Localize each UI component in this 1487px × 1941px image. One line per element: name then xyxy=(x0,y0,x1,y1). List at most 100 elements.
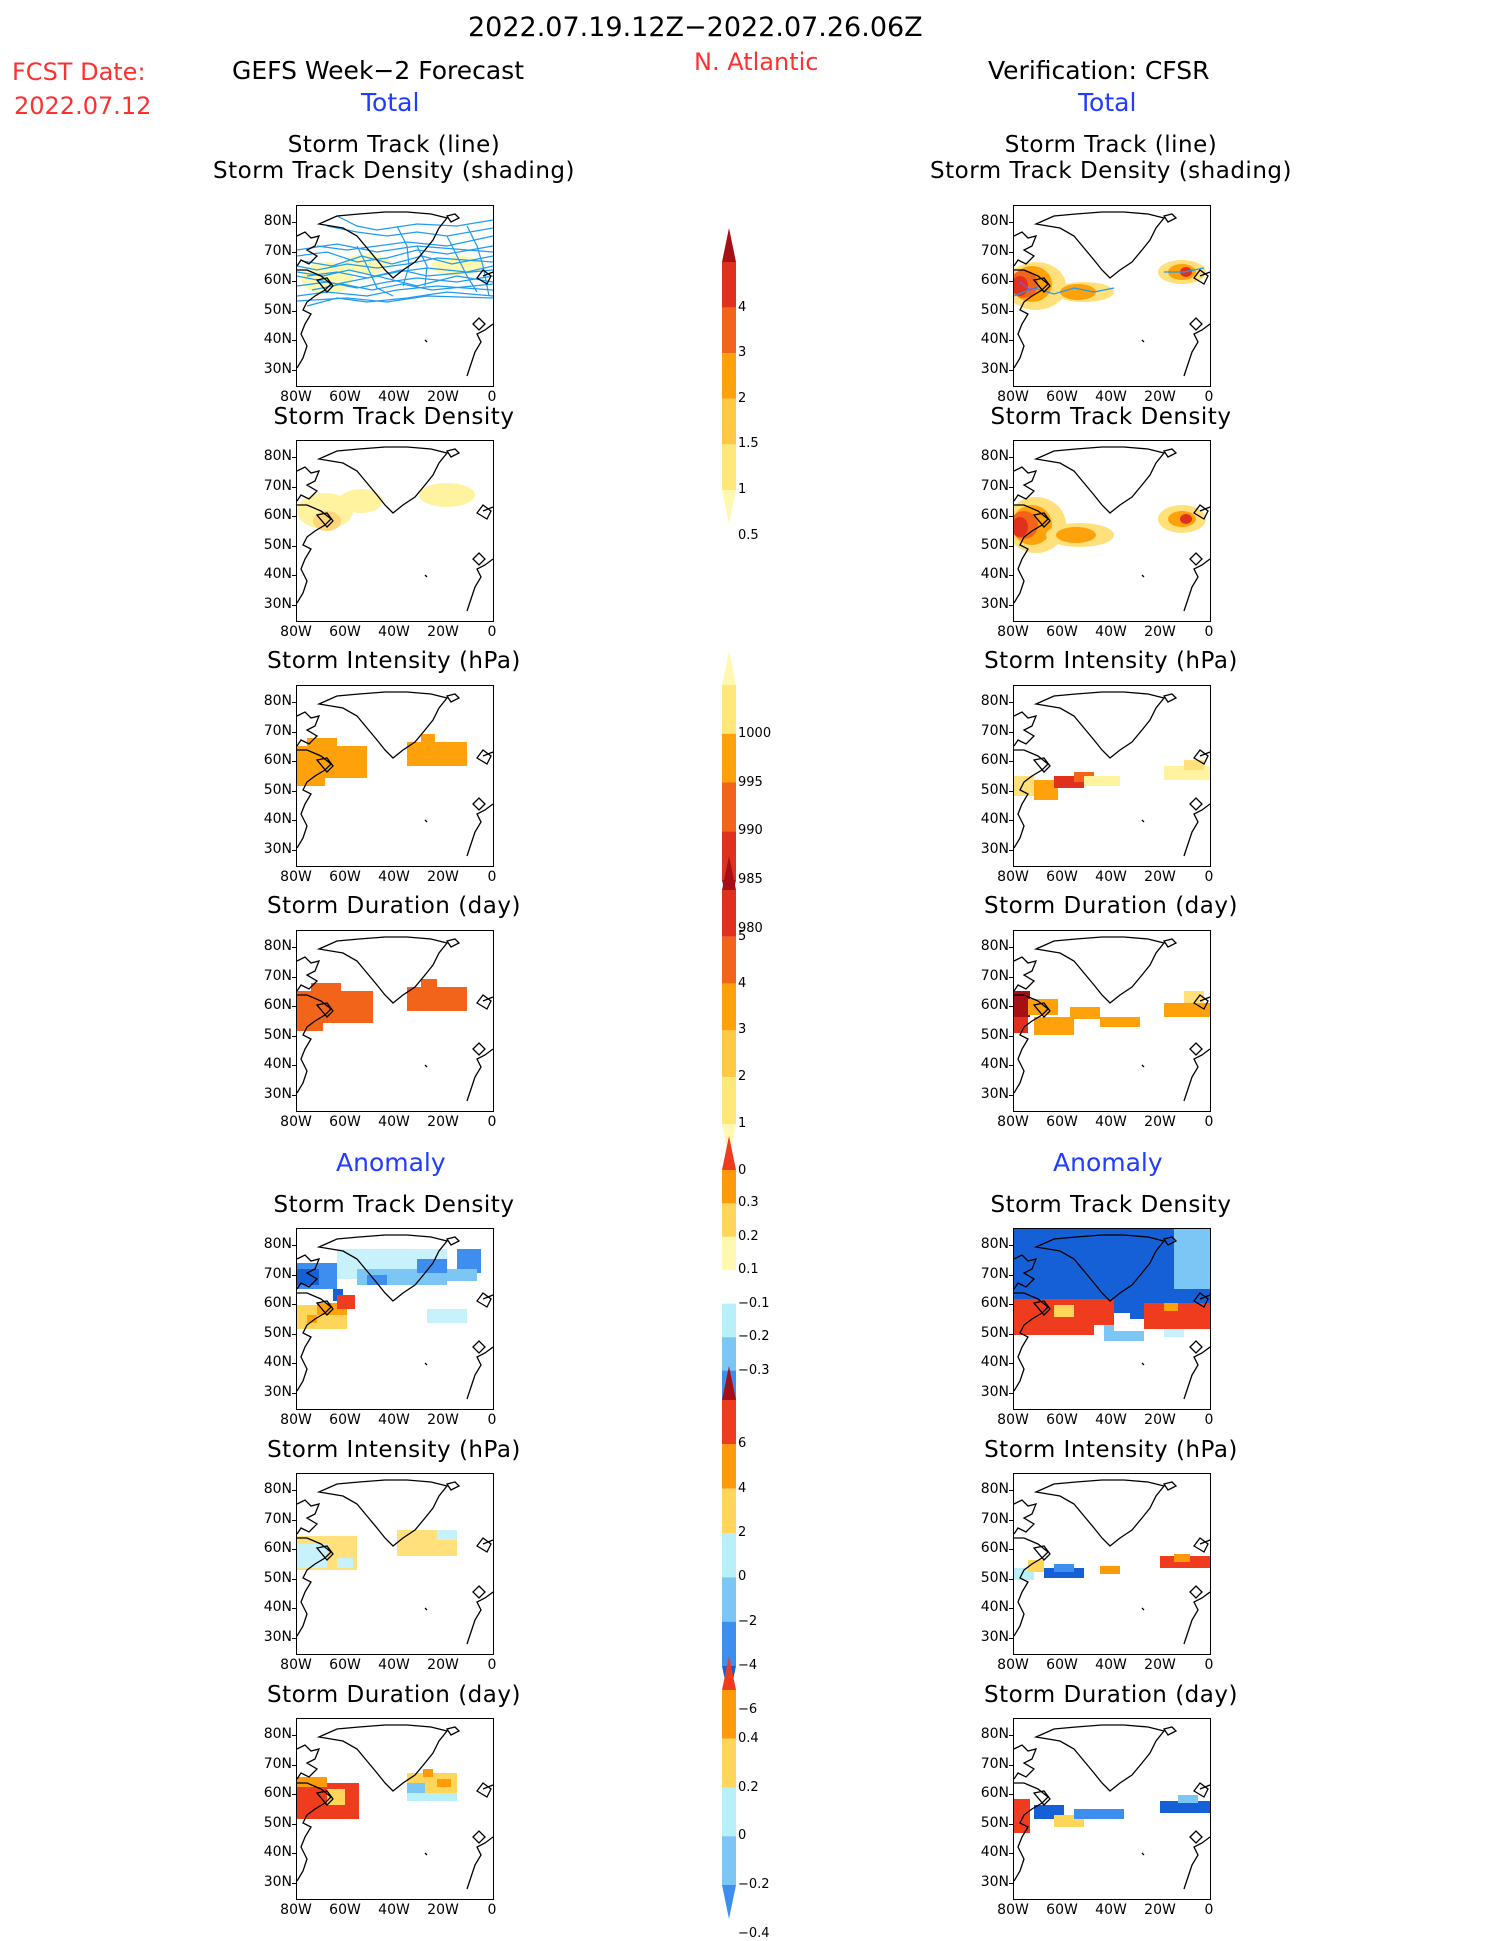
date-range-title: 2022.07.19.12Z−2022.07.26.06Z xyxy=(468,12,923,43)
left-lat-tick: 60N xyxy=(263,1295,292,1311)
colorbar-bottom-arrow xyxy=(722,490,736,524)
coastline xyxy=(1014,1479,1210,1645)
density-shade xyxy=(339,489,383,513)
anomaly-cell xyxy=(367,1275,387,1285)
right-lat-tick: 70N xyxy=(980,477,1009,494)
tick-mark xyxy=(1009,731,1013,733)
left-lon-tick: 80W xyxy=(280,1412,312,1428)
anomaly-cell xyxy=(407,1793,457,1801)
left-map-panel-du xyxy=(296,930,494,1112)
right-lat-tick: 80N xyxy=(980,1481,1009,1497)
left-lon-tick: 40W xyxy=(378,1657,410,1673)
colorbar-label: 3 xyxy=(738,345,747,361)
tick-mark xyxy=(1009,1392,1013,1394)
left-lon-tick: 40W xyxy=(378,869,410,885)
colorbar-segment xyxy=(722,1303,736,1338)
left-lon-tick: 40W xyxy=(378,1412,410,1428)
tick-mark xyxy=(1009,1333,1013,1335)
left-lat-tick: 40N xyxy=(263,1354,292,1370)
right-lat-tick: 50N xyxy=(980,1569,1009,1586)
right-lat-tick: 70N xyxy=(980,1755,1009,1772)
left-lon-tick: 60W xyxy=(329,1114,361,1130)
anomaly-cell xyxy=(1014,1321,1094,1335)
density-shade xyxy=(313,511,341,531)
tick-mark xyxy=(1009,1794,1013,1795)
intensity-cell xyxy=(347,748,367,768)
left-lat-tick: 40N xyxy=(263,566,292,582)
left-lat-tick: 40N xyxy=(263,1599,292,1615)
density-shade xyxy=(1056,527,1096,543)
left-lon-tick: 40W xyxy=(378,1902,410,1918)
tick-mark xyxy=(1009,1578,1013,1580)
colorbar-label: −0.4 xyxy=(738,1925,770,1941)
left-lon-tick: 80W xyxy=(280,624,312,640)
tick-mark xyxy=(292,1006,296,1007)
tick-mark xyxy=(292,761,296,762)
duration-cell xyxy=(1034,1017,1074,1035)
left-lat-tick: 40N xyxy=(263,811,292,827)
anomaly-cell xyxy=(297,1269,319,1285)
colorbar-top-arrow xyxy=(722,856,736,890)
left-map-panel-tl xyxy=(296,205,494,387)
tick-mark xyxy=(1009,1764,1013,1766)
right-panel-title-1-0: Storm Track Density xyxy=(990,404,1232,430)
anomaly-cell xyxy=(1044,1568,1084,1578)
left-lon-tick: 20W xyxy=(427,389,459,405)
right-map-panel-adu xyxy=(1013,1718,1211,1900)
tick-mark xyxy=(1009,222,1013,223)
duration-cell xyxy=(1028,999,1058,1015)
left-lat-tick: 70N xyxy=(263,477,292,494)
right-lat-tick: 60N xyxy=(980,1540,1009,1556)
intensity-cell xyxy=(1184,760,1204,770)
right-lat-tick: 40N xyxy=(980,1056,1009,1072)
intensity-cell xyxy=(1014,776,1034,796)
tick-mark xyxy=(1009,545,1013,547)
anomaly-cell xyxy=(417,1259,447,1273)
left-lat-tick: 80N xyxy=(263,1726,292,1742)
tick-mark xyxy=(1009,486,1013,488)
coastline xyxy=(1014,691,1210,857)
right-lon-tick: 80W xyxy=(997,1412,1029,1428)
right-lat-tick: 60N xyxy=(980,507,1009,523)
right-lat-tick: 50N xyxy=(980,781,1009,798)
tick-mark xyxy=(292,457,296,458)
anomaly-cell xyxy=(447,1269,477,1281)
duration-cell xyxy=(1184,991,1204,1003)
colorbar-top-arrow xyxy=(722,1656,736,1690)
anomaly-cell xyxy=(1100,1566,1120,1574)
colorbar-segment xyxy=(722,1337,736,1371)
right-lat-tick: 50N xyxy=(980,1814,1009,1831)
left-lat-tick: 80N xyxy=(263,1481,292,1497)
colorbar-label: 2 xyxy=(738,1525,747,1540)
right-lat-tick: 30N xyxy=(980,360,1009,377)
tick-mark xyxy=(292,947,296,948)
left-lon-tick: 20W xyxy=(427,1657,459,1673)
intensity-cell xyxy=(407,742,467,766)
colorbar-top-arrow xyxy=(722,1136,736,1170)
density-shade xyxy=(1060,284,1096,300)
tick-mark xyxy=(292,1094,296,1096)
colorbar-segment xyxy=(722,1270,736,1304)
anomaly-cell xyxy=(423,1769,433,1777)
anomaly-cell xyxy=(337,1558,353,1568)
left-lon-tick: 20W xyxy=(427,1902,459,1918)
tick-mark xyxy=(292,310,296,312)
density-shade xyxy=(419,483,475,507)
colorbar-label: 4 xyxy=(738,299,747,315)
tick-mark xyxy=(1009,1035,1013,1037)
left-panel-title-6-0: Storm Duration (day) xyxy=(267,1682,521,1708)
right-lat-tick: 70N xyxy=(980,967,1009,984)
left-lat-tick: 50N xyxy=(263,1814,292,1831)
anomaly-cell xyxy=(297,1544,327,1568)
right-panel-title-5-0: Storm Intensity (hPa) xyxy=(984,1437,1238,1463)
anomaly-cell xyxy=(407,1783,425,1793)
left-map-panel-adu xyxy=(296,1718,494,1900)
left-lon-tick: 0 xyxy=(487,389,497,405)
colorbar-segment xyxy=(722,1444,736,1489)
colorbar-label: −0.2 xyxy=(738,1329,770,1345)
right-lat-tick: 70N xyxy=(980,722,1009,739)
colorbar-segment xyxy=(722,1621,736,1666)
coastline xyxy=(1014,1724,1210,1890)
colorbar-segment xyxy=(722,733,736,783)
tick-mark xyxy=(1009,575,1013,576)
